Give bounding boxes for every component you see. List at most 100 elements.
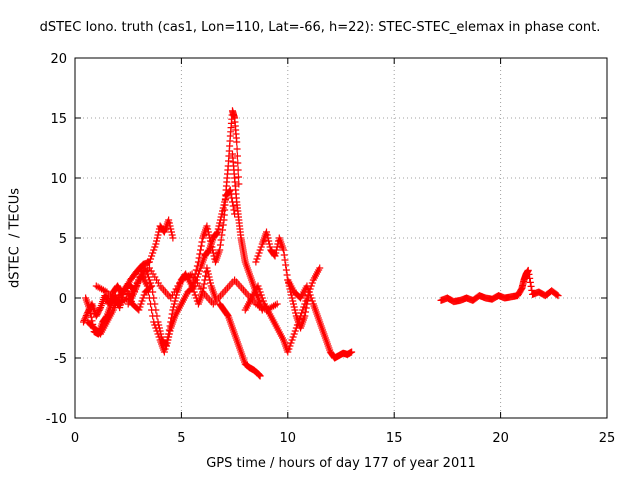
data-point-marker [199, 288, 207, 296]
data-point-marker [137, 300, 145, 308]
data-point-marker [206, 234, 214, 242]
data-point-marker [189, 278, 197, 286]
data-point-marker [235, 173, 243, 181]
plot-border [74, 57, 608, 419]
data-point-marker [96, 305, 104, 313]
data-point-marker [153, 234, 161, 242]
data-point-marker [265, 237, 273, 245]
data-point-marker [191, 270, 199, 278]
data-point-marker [287, 339, 295, 347]
x-tick-label: 5 [177, 431, 185, 446]
data-point-marker [301, 300, 309, 308]
data-point-marker [282, 261, 290, 269]
data-point-marker [161, 345, 169, 353]
data-point-marker [282, 266, 290, 274]
x-tick-label: 25 [599, 431, 616, 446]
data-point-marker [553, 291, 561, 299]
data-point-marker [304, 285, 312, 293]
data-point-marker [235, 180, 243, 188]
data-point-marker [288, 336, 296, 344]
data-point-marker [289, 300, 297, 308]
data-point-marker [162, 342, 170, 350]
data-point-marker [308, 279, 316, 287]
data-point-marker [254, 252, 262, 260]
data-point-marker [163, 339, 171, 347]
data-point-marker [145, 294, 153, 302]
data-point-marker [194, 258, 202, 266]
data-point-marker [82, 312, 90, 320]
data-point-marker [147, 255, 155, 263]
data-point-marker [288, 294, 296, 302]
data-point-marker [135, 306, 143, 314]
data-point-marker [206, 279, 214, 287]
data-point-marker [302, 297, 310, 305]
data-point-marker [195, 254, 203, 262]
data-point-marker [132, 285, 140, 293]
data-point-marker [191, 291, 199, 299]
data-point-marker [139, 294, 147, 302]
data-point-marker [190, 288, 198, 296]
data-point-marker [527, 282, 535, 290]
data-point-marker [291, 306, 299, 314]
data-point-marker [305, 288, 313, 296]
series-arc-12 [437, 266, 562, 306]
data-point-marker [554, 292, 562, 300]
data-point-marker [293, 321, 301, 329]
data-point-marker [140, 291, 148, 299]
data-point-marker [291, 327, 299, 335]
data-point-marker [233, 138, 241, 146]
data-point-marker [255, 285, 263, 293]
data-point-marker [219, 226, 227, 234]
data-point-marker [167, 225, 175, 233]
data-point-marker [207, 240, 215, 248]
data-point-marker [300, 303, 308, 311]
data-point-marker [193, 262, 201, 270]
data-point-marker [165, 326, 173, 334]
data-point-marker [273, 243, 281, 251]
data-point-marker [87, 313, 95, 321]
data-point-marker [215, 222, 223, 230]
data-point-marker [144, 288, 152, 296]
series-arc-06 [188, 107, 243, 290]
data-point-marker [526, 278, 534, 286]
grid-lines [75, 58, 607, 418]
data-point-marker [283, 271, 291, 279]
series-arc-08 [216, 300, 264, 380]
data-point-marker [299, 306, 307, 314]
data-point-marker [211, 294, 219, 302]
data-point-marker [273, 300, 281, 308]
data-point-marker [170, 303, 178, 311]
data-point-marker [200, 280, 208, 288]
data-point-marker [284, 348, 292, 356]
data-point-marker [204, 228, 212, 236]
data-point-marker [206, 237, 214, 245]
y-tick-label: -10 [46, 412, 67, 427]
data-point-marker [160, 348, 168, 356]
data-point-marker [289, 333, 297, 341]
data-point-marker [218, 231, 226, 239]
series-arc-09 [252, 228, 313, 332]
data-point-marker [195, 267, 203, 275]
data-point-marker [303, 282, 311, 290]
data-point-marker [216, 241, 224, 249]
data-point-marker [255, 249, 263, 257]
data-point-marker [87, 310, 95, 318]
data-point-marker [167, 314, 175, 322]
x-tick-label: 10 [280, 431, 297, 446]
series-arc-10 [241, 264, 324, 356]
data-point-marker [164, 333, 172, 341]
data-point-marker [263, 231, 271, 239]
data-point-marker [290, 330, 298, 338]
data-point-marker [307, 294, 315, 302]
y-tick-label: 15 [50, 112, 67, 127]
data-point-marker [217, 236, 225, 244]
data-point-marker [131, 288, 139, 296]
data-point-marker [233, 145, 241, 153]
data-point-marker [254, 282, 262, 290]
data-point-marker [165, 330, 173, 338]
data-point-marker [169, 234, 177, 242]
data-point-marker [154, 330, 162, 338]
data-point-marker [263, 228, 271, 236]
data-point-marker [256, 288, 264, 296]
data-point-marker [165, 216, 173, 224]
